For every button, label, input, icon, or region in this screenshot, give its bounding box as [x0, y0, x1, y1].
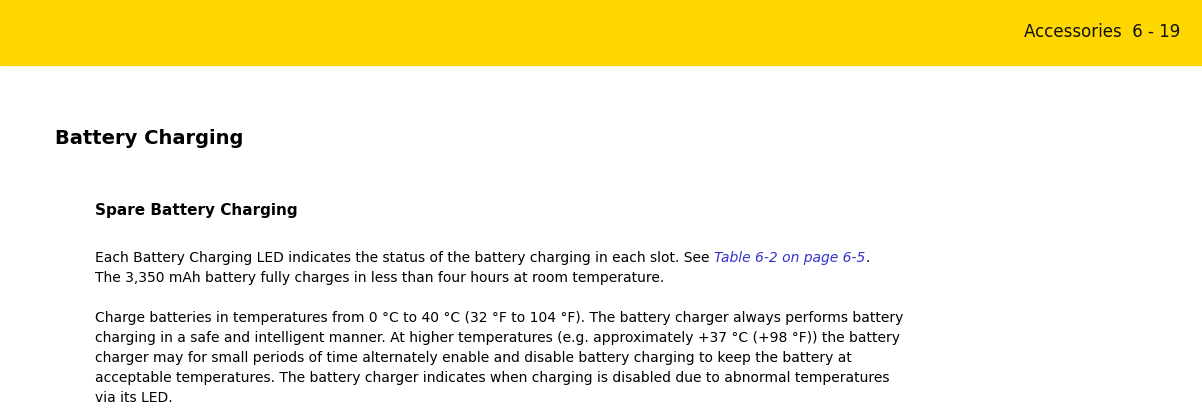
Text: Charge batteries in temperatures from 0 °C to 40 °C (32 °F to 104 °F). The batte: Charge batteries in temperatures from 0 … [95, 311, 904, 325]
Text: via its LED.: via its LED. [95, 391, 173, 405]
Text: charging in a safe and intelligent manner. At higher temperatures (e.g. approxim: charging in a safe and intelligent manne… [95, 331, 900, 345]
Text: The 3,350 mAh battery fully charges in less than four hours at room temperature.: The 3,350 mAh battery fully charges in l… [95, 271, 665, 285]
Text: Battery Charging: Battery Charging [55, 129, 243, 147]
Bar [0, 0, 1202, 65]
Text: charger may for small periods of time alternately enable and disable battery cha: charger may for small periods of time al… [95, 351, 852, 365]
Text: acceptable temperatures. The battery charger indicates when charging is disabled: acceptable temperatures. The battery cha… [95, 371, 889, 385]
Text: Accessories  6 - 19: Accessories 6 - 19 [1024, 23, 1180, 41]
Text: Each Battery Charging LED indicates the status of the battery charging in each s: Each Battery Charging LED indicates the … [95, 251, 714, 265]
Text: Table 6-2 on page 6-5: Table 6-2 on page 6-5 [714, 251, 865, 265]
Text: Spare Battery Charging: Spare Battery Charging [95, 202, 298, 217]
Text: .: . [865, 251, 869, 265]
